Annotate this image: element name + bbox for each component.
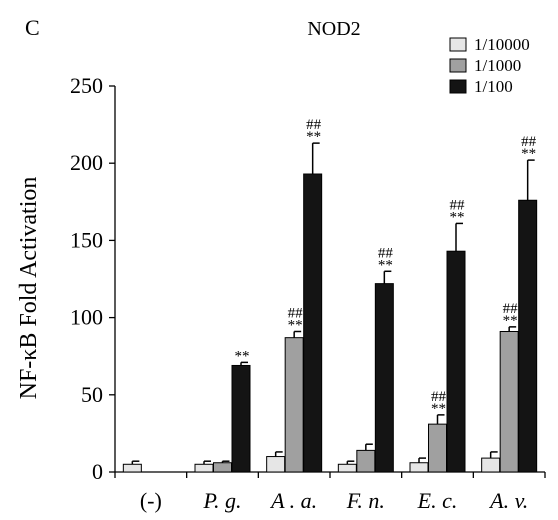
significance-label: ##: [306, 117, 322, 133]
bar: [356, 449, 376, 473]
x-tick-label: (-): [140, 488, 162, 513]
bar: [337, 463, 357, 473]
significance-label: **: [235, 348, 250, 364]
y-tick-label: 0: [92, 459, 103, 484]
x-tick-label: E. c.: [417, 488, 458, 513]
y-tick-label: 200: [70, 150, 103, 175]
significance-label: **: [306, 129, 321, 145]
significance-label: ##: [288, 305, 304, 321]
legend: 1/10000 1/1000 1/100: [449, 35, 530, 96]
significance-label: ##: [450, 197, 466, 213]
significance-label: ##: [431, 389, 447, 405]
bar: [428, 423, 447, 473]
significance-label: **: [503, 313, 518, 329]
y-tick-label: 250: [70, 73, 103, 98]
legend-swatch: [449, 79, 467, 94]
legend-swatch: [449, 58, 467, 73]
y-tick-label: 150: [70, 227, 103, 252]
significance-label: ##: [503, 301, 519, 317]
significance-label: **: [521, 146, 536, 162]
significance-label: ##: [378, 245, 394, 261]
significance-label: **: [450, 209, 465, 225]
x-tick-label: P. g.: [202, 488, 241, 513]
plot-area: 0 50 100 150 200 250 (-) P. g. A . a. F. n. E. c. A…: [70, 73, 546, 513]
bar: [213, 462, 232, 473]
legend-label: 1/100: [474, 77, 513, 96]
bar: [518, 199, 538, 473]
y-tick-label: 100: [70, 305, 103, 330]
significance-label: **: [288, 317, 303, 333]
legend-swatch: [449, 37, 467, 52]
bar: [284, 337, 304, 473]
bar: [499, 330, 519, 473]
bar: [266, 456, 286, 473]
bar: [303, 173, 323, 473]
bar: [231, 364, 251, 473]
significance-label: ##: [521, 134, 537, 150]
bar: [194, 463, 214, 473]
x-tick-label: A. v.: [488, 488, 528, 513]
legend-label: 1/10000: [474, 35, 530, 54]
x-tick-label: F. n.: [346, 488, 385, 513]
significance-label: **: [431, 401, 446, 417]
y-tick-label: 50: [81, 382, 103, 407]
bar: [122, 463, 142, 473]
significance-label: **: [378, 257, 393, 273]
bar: [446, 250, 466, 473]
legend-label: 1/1000: [474, 56, 521, 75]
bar: [409, 462, 429, 473]
panel-label: C: [25, 15, 40, 40]
y-axis-label: NF-κB Fold Activation: [16, 177, 42, 400]
chart-title: NOD2: [307, 18, 360, 40]
bar: [374, 283, 394, 473]
x-tick-label: A . a.: [269, 488, 317, 513]
bar: [481, 457, 501, 473]
